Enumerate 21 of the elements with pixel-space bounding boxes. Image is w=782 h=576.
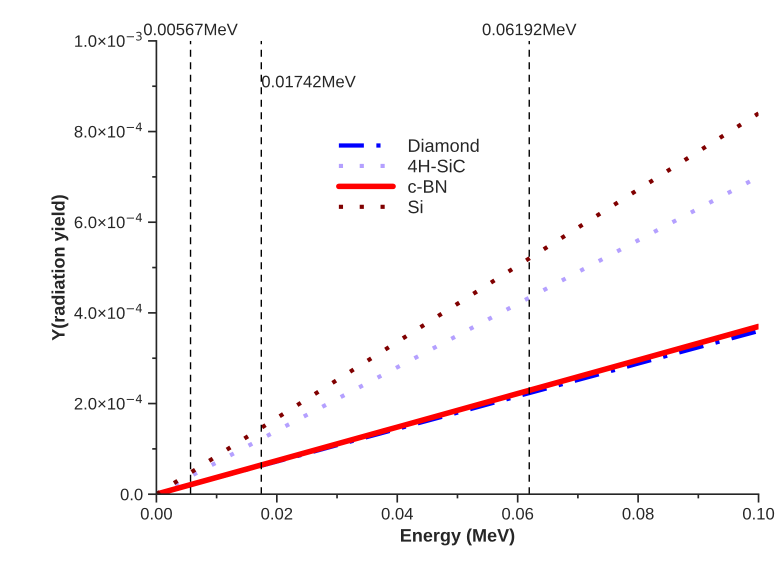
x-tick-label: 0.10 bbox=[742, 508, 774, 520]
x-tick-label: 0.00 bbox=[140, 508, 172, 520]
legend-label: Si bbox=[408, 200, 422, 214]
x-tick-label: 0.02 bbox=[261, 508, 292, 520]
ref-line-label: 0.00567MeV bbox=[144, 24, 238, 36]
legend-label: Diamond bbox=[408, 138, 479, 152]
x-tick-label: 0.04 bbox=[382, 508, 413, 520]
y-tick-label: 4.0×10$^{−4}$ bbox=[74, 304, 142, 319]
y-tick-label: 8.0×10$^{−4}$ bbox=[74, 122, 142, 138]
y-tick-label: 1.0×10$^{−3}$ bbox=[75, 32, 142, 47]
y-tick-label: 0.0 bbox=[120, 488, 143, 500]
legend-label: c-BN bbox=[408, 180, 446, 193]
ref-line-label: 0.01742MeV bbox=[262, 76, 356, 88]
x-axis-title: Energy (MeV) bbox=[400, 528, 514, 546]
y-axis-title: Y(radiation yield) bbox=[51, 195, 68, 340]
legend-label: 4H-SiC bbox=[408, 159, 465, 172]
ref-line-label: 0.06192MeV bbox=[482, 24, 576, 36]
y-tick-label: 6.0×10$^{−4}$ bbox=[74, 213, 142, 228]
x-tick-label: 0.08 bbox=[622, 508, 654, 520]
y-tick-label: 2.0×10$^{−4}$ bbox=[74, 394, 142, 410]
x-tick-label: 0.06 bbox=[502, 508, 534, 520]
